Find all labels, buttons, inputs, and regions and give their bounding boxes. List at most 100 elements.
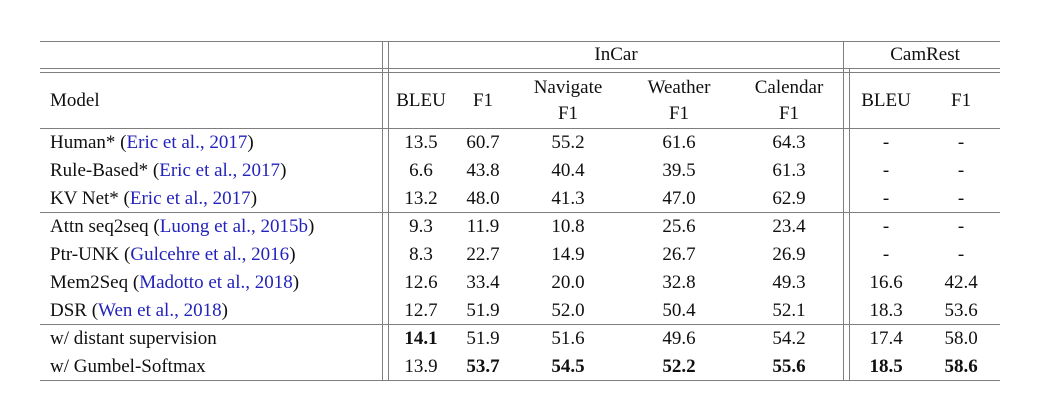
group-header-row: InCar CamRest	[40, 41, 1001, 68]
value-cell: -	[850, 185, 923, 213]
value-cell: 51.9	[453, 297, 513, 325]
value-cell: 62.9	[735, 185, 844, 213]
vertical-separator	[382, 269, 389, 297]
model-name: Mem2Seq (	[50, 272, 140, 294]
model-name-suffix: )	[221, 299, 228, 321]
value-cell: 51.6	[551, 328, 585, 350]
value-cell: 12.7	[389, 297, 453, 325]
value-cell: 58.6	[922, 353, 1001, 381]
value-cell: 54.2	[772, 328, 806, 350]
table-row-distant-supervision: w/ distant supervision 14.1 51.9 51.6 49…	[40, 325, 1000, 353]
citation-link[interactable]: Luong et al., 2015b	[159, 216, 309, 238]
citation-link[interactable]: Wen et al., 2018	[98, 299, 222, 321]
vertical-separator	[843, 68, 851, 73]
value-cell: 55.6	[735, 353, 844, 381]
model-name-suffix: )	[247, 132, 254, 154]
value-cell: 41.3	[513, 185, 623, 213]
citation-link[interactable]: Eric et al., 2017	[129, 187, 251, 209]
value-cell: -	[957, 160, 965, 182]
value-cell: -	[882, 216, 890, 238]
vertical-separator	[843, 129, 851, 157]
header-line-1: Navigate	[533, 76, 603, 98]
vertical-separator	[382, 241, 389, 269]
model-name: w/ distant supervision	[50, 328, 217, 350]
vertical-separator	[382, 157, 389, 185]
table-row-human: Human* (Eric et al., 2017) 13.5 60.7 55.…	[40, 129, 1000, 157]
value-cell: 14.1	[404, 328, 438, 350]
group-header-incar: InCar	[389, 41, 844, 68]
vertical-separator	[843, 157, 851, 185]
value-cell: 64.3	[772, 132, 806, 154]
citation-link[interactable]: Eric et al., 2017	[126, 132, 248, 154]
value-cell: -	[957, 216, 965, 238]
value-cell: 18.3	[850, 297, 923, 325]
citation-link[interactable]: Eric et al., 2017	[159, 160, 281, 182]
vertical-separator	[843, 325, 851, 353]
value-cell: 23.4	[772, 216, 806, 238]
value-cell: 53.7	[453, 353, 513, 381]
vertical-separator	[382, 325, 389, 353]
rule-segment	[850, 68, 923, 73]
column-header-incar-bleu: BLEU	[389, 73, 453, 129]
value-cell: 25.6	[662, 216, 696, 238]
rule-segment	[623, 68, 735, 73]
value-cell: -	[957, 244, 965, 266]
rule-segment	[735, 68, 844, 73]
value-cell: 61.3	[772, 160, 806, 182]
rule-segment	[513, 68, 623, 73]
model-name-suffix: )	[292, 272, 300, 294]
value-cell: 47.0	[623, 185, 735, 213]
column-header-model: Model	[40, 73, 382, 129]
value-cell: 52.2	[623, 353, 735, 381]
value-cell: -	[882, 132, 890, 154]
table-row-gumbel-softmax: w/ Gumbel-Softmax 13.9 53.7 54.5 52.2 55…	[40, 353, 1001, 381]
group-header-camrest: CamRest	[850, 41, 1001, 68]
group-header-empty-cell	[40, 41, 382, 68]
table-row-kv-net: KV Net* (Eric et al., 2017) 13.2 48.0 41…	[40, 185, 1001, 213]
model-cell: KV Net* (Eric et al., 2017)	[40, 185, 382, 213]
table-row-mem2seq: Mem2Seq (Madotto et al., 2018) 12.6 33.4…	[40, 269, 1000, 297]
vertical-separator	[843, 41, 851, 68]
value-cell: 40.4	[551, 160, 585, 182]
vertical-separator	[382, 185, 389, 213]
column-header-calendar-f1: Calendar F1	[735, 73, 844, 129]
header-line-1: Calendar	[754, 76, 824, 98]
value-cell: 32.8	[662, 272, 696, 294]
model-name: w/ Gumbel-Softmax	[50, 355, 206, 377]
model-name: Attn seq2seq (	[50, 216, 160, 238]
model-name-suffix: )	[308, 216, 315, 238]
value-cell: 26.9	[772, 244, 806, 266]
column-header-camrest-bleu: BLEU	[850, 73, 923, 129]
table-row-rule-based: Rule-Based* (Eric et al., 2017) 6.6 43.8…	[40, 157, 1000, 185]
header-line-1: Weather	[647, 76, 711, 98]
value-cell: 58.0	[944, 328, 978, 350]
vertical-separator	[382, 41, 389, 68]
citation-link[interactable]: Gulcehre et al., 2016	[130, 244, 290, 266]
vertical-separator	[843, 297, 851, 325]
value-cell: 52.0	[513, 297, 623, 325]
value-cell: 12.6	[404, 272, 438, 294]
value-cell: 13.2	[389, 185, 453, 213]
citation-link[interactable]: Madotto et al., 2018	[139, 272, 293, 294]
vertical-separator	[843, 241, 851, 269]
value-cell: -	[882, 160, 890, 182]
vertical-separator	[382, 129, 389, 157]
vertical-separator	[382, 73, 389, 129]
vertical-separator	[382, 353, 389, 381]
column-header-navigate-f1: Navigate F1	[513, 73, 623, 129]
header-line-2: F1	[557, 102, 579, 124]
value-cell: 50.4	[623, 297, 735, 325]
value-cell: 17.4	[869, 328, 903, 350]
model-cell: w/ distant supervision	[40, 325, 382, 353]
value-cell: 13.9	[389, 353, 453, 381]
value-cell: 52.1	[735, 297, 844, 325]
value-cell: 53.6	[922, 297, 1001, 325]
value-cell: -	[957, 132, 965, 154]
column-header-row: Model BLEU F1 Navigate F1 Weather F1 Cal…	[40, 73, 1001, 129]
column-header-camrest-f1: F1	[922, 73, 1001, 129]
model-cell: w/ Gumbel-Softmax	[40, 353, 382, 381]
value-cell: 51.9	[466, 328, 500, 350]
rule-segment	[453, 68, 513, 73]
vertical-separator	[382, 297, 389, 325]
results-table-container: InCar CamRest Model BLEU F1 Navigate F1 …	[40, 41, 1001, 381]
